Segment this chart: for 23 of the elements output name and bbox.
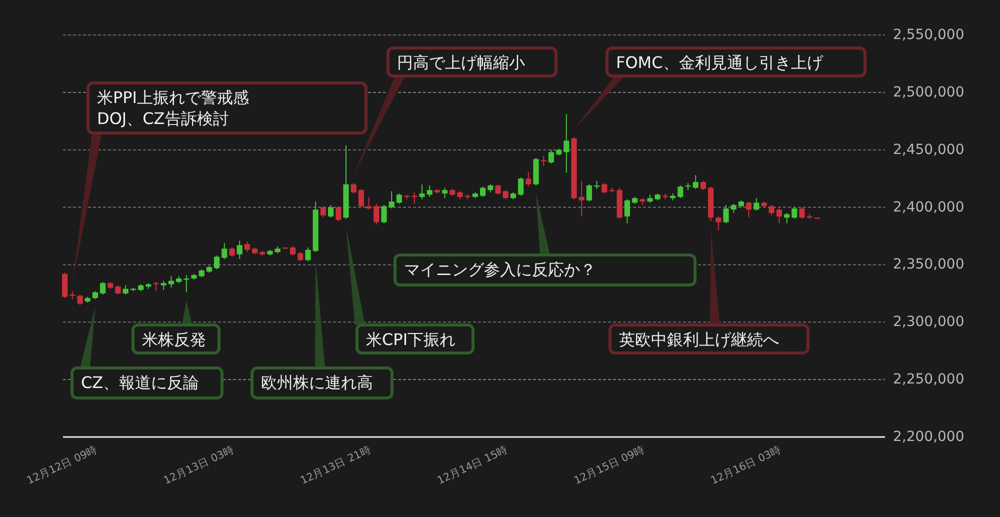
annotation: 欧州株に連れ高 [261, 373, 373, 392]
annotation: マイニング参入に反応か？ [404, 260, 596, 279]
x-tick-label: 12月12日 09時 [24, 442, 100, 488]
x-tick-label: 12月16日 03時 [708, 442, 784, 488]
annotation: CZ、報道に反論 [81, 373, 200, 392]
y-tick-label: 2,400,000 [893, 199, 964, 216]
annotation: 米株反発 [142, 330, 206, 349]
annotation: FOMC、金利見通し引き上げ [616, 53, 824, 72]
y-tick-label: 2,250,000 [893, 372, 964, 388]
y-tick-label: 2,300,000 [893, 314, 964, 330]
x-tick-label: 12月14日 15時 [435, 442, 510, 488]
y-tick-label: 2,500,000 [893, 84, 964, 100]
y-tick-label: 2,450,000 [893, 142, 964, 158]
annotation: 米CPI下振れ [366, 330, 456, 349]
annotation: 米PPI上振れで警戒感 DOJ、CZ告訴検討 [97, 88, 250, 128]
annotation: 英欧中銀利上げ継続へ [619, 330, 779, 349]
y-tick-label: 2,350,000 [893, 256, 964, 273]
annotation: 円高で上げ幅縮小 [397, 53, 525, 72]
x-tick-label: 12月13日 21時 [298, 442, 374, 488]
x-tick-label: 12月15日 09時 [572, 442, 647, 488]
y-tick-label: 2,550,000 [893, 27, 964, 43]
x-tick-label: 12月13日 03時 [162, 442, 236, 488]
y-tick-label: 2,200,000 [893, 429, 964, 445]
